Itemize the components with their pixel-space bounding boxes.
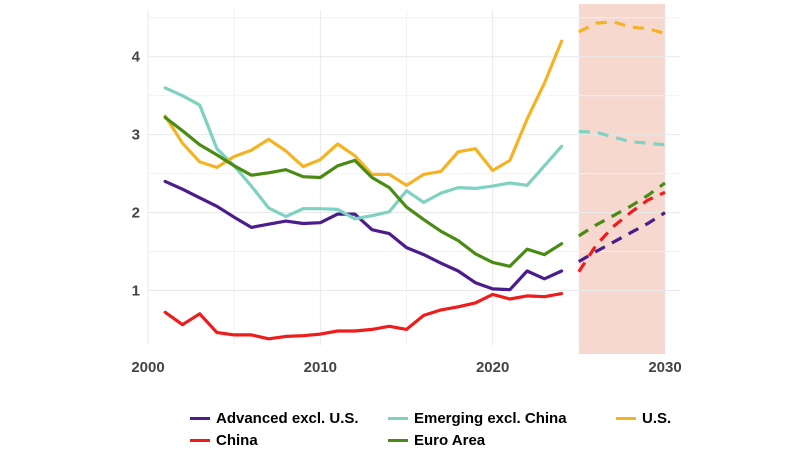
gridlines <box>147 10 680 345</box>
legend-item-emerging: Emerging excl. China <box>388 410 616 427</box>
x-tick-label-2000: 2000 <box>131 359 164 376</box>
series-line-euro-area <box>163 115 564 268</box>
series-line-china <box>163 292 564 341</box>
legend-label-us: U.S. <box>642 409 672 427</box>
series-lines <box>163 20 666 341</box>
legend: Advanced excl. U.S. Emerging excl. China… <box>190 407 750 451</box>
forecast-line-emerging-excl-china <box>578 129 666 147</box>
legend-item-us: U.S. <box>616 410 736 427</box>
legend-item-euro: Euro Area <box>388 432 616 449</box>
legend-item-advanced: Advanced excl. U.S. <box>190 410 388 427</box>
legend-label-china: China <box>216 431 258 449</box>
x-tick-label-2020: 2020 <box>476 359 509 376</box>
legend-swatch-us <box>616 416 636 420</box>
y-tick-label-2: 2 <box>132 205 140 222</box>
forecast-line-advanced-excl-u-s <box>577 211 666 263</box>
forecast-line-u-s <box>578 20 666 35</box>
legend-item-china: China <box>190 432 388 449</box>
x-tick-label-2010: 2010 <box>304 359 337 376</box>
series-line-u-s <box>163 39 564 187</box>
forecast-region <box>578 4 665 354</box>
legend-swatch-euro <box>388 438 408 442</box>
legend-label-advanced: Advanced excl. U.S. <box>216 409 359 427</box>
legend-row-1: Advanced excl. U.S. Emerging excl. China… <box>190 407 750 429</box>
legend-swatch-advanced <box>190 416 210 420</box>
forecast-line-china <box>577 190 666 273</box>
legend-swatch-china <box>190 438 210 442</box>
legend-label-emerging: Emerging excl. China <box>414 409 567 427</box>
y-tick-label-4: 4 <box>132 49 141 66</box>
series-line-advanced-excl-u-s <box>163 179 564 292</box>
forecast-line-euro-area <box>577 181 666 238</box>
y-tick-label-3: 3 <box>132 127 140 144</box>
x-tick-label-2030: 2030 <box>648 359 681 376</box>
y-tick-label-1: 1 <box>132 282 140 299</box>
series-line-emerging-excl-china <box>163 86 564 221</box>
legend-swatch-emerging <box>388 416 408 420</box>
legend-label-euro: Euro Area <box>414 431 486 449</box>
legend-row-2: China Euro Area <box>190 429 750 451</box>
axes: 1 2 3 4 2000 2010 2020 2030 <box>131 49 681 376</box>
forecast-shading <box>578 4 665 354</box>
